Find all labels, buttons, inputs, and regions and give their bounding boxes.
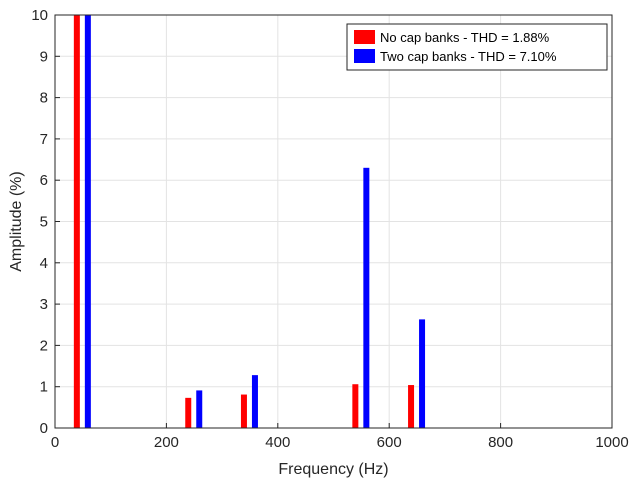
y-tick-label: 1 xyxy=(40,379,48,396)
x-tick-label: 1000 xyxy=(595,434,628,451)
y-tick-label: 6 xyxy=(40,172,48,189)
x-tick-label: 600 xyxy=(377,434,402,451)
y-tick-label: 10 xyxy=(31,7,48,24)
legend-swatch xyxy=(354,30,375,44)
y-tick-label: 8 xyxy=(40,90,48,107)
bar-series1 xyxy=(408,385,415,428)
x-axis-title: Frequency (Hz) xyxy=(278,461,388,478)
y-tick-label: 9 xyxy=(40,48,48,65)
bar-series2 xyxy=(363,167,370,428)
y-tick-label: 2 xyxy=(40,337,48,354)
bar-series2 xyxy=(196,390,203,428)
bar-series1 xyxy=(240,394,247,428)
y-tick-label: 4 xyxy=(40,255,48,272)
x-tick-label: 0 xyxy=(51,434,59,451)
bars-group xyxy=(73,15,426,428)
grid-lines xyxy=(54,14,613,429)
x-tick-label: 200 xyxy=(154,434,179,451)
y-axis-title: Amplitude (%) xyxy=(8,171,25,271)
x-tick-label: 800 xyxy=(488,434,513,451)
bar-series1 xyxy=(185,397,192,428)
axis-ticks: 0 200 400 600 800 1000 0 1 2 3 4 5 6 7 8 9 10 xyxy=(31,7,628,451)
bar-series2 xyxy=(251,375,258,428)
y-tick-label: 5 xyxy=(40,214,48,231)
x-tick-label: 400 xyxy=(265,434,290,451)
legend-label: No cap banks - THD = 1.88% xyxy=(380,30,550,45)
y-tick-label: 7 xyxy=(40,131,48,148)
legend-box xyxy=(346,23,608,71)
bar-series2 xyxy=(84,15,91,428)
legend-swatch xyxy=(354,49,375,63)
y-tick-label: 0 xyxy=(40,420,48,437)
y-tick-label: 3 xyxy=(40,296,48,313)
bar-series1 xyxy=(73,15,80,428)
bar-series2 xyxy=(419,319,426,428)
legend: No cap banks - THD = 1.88% Two cap banks … xyxy=(346,23,608,71)
legend-label: Two cap banks - THD = 7.10% xyxy=(380,49,557,64)
bar-series1 xyxy=(352,384,359,428)
